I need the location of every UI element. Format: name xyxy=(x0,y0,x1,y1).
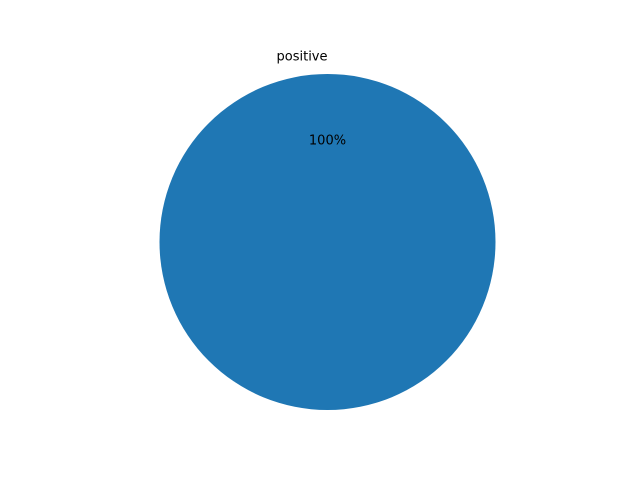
pie-slices xyxy=(159,74,496,410)
pie-slice-positive xyxy=(159,74,496,410)
pie-percent-label: 100% xyxy=(309,134,346,149)
pie-labels: 100% positive xyxy=(277,50,347,149)
pie-category-label: positive xyxy=(277,50,328,65)
